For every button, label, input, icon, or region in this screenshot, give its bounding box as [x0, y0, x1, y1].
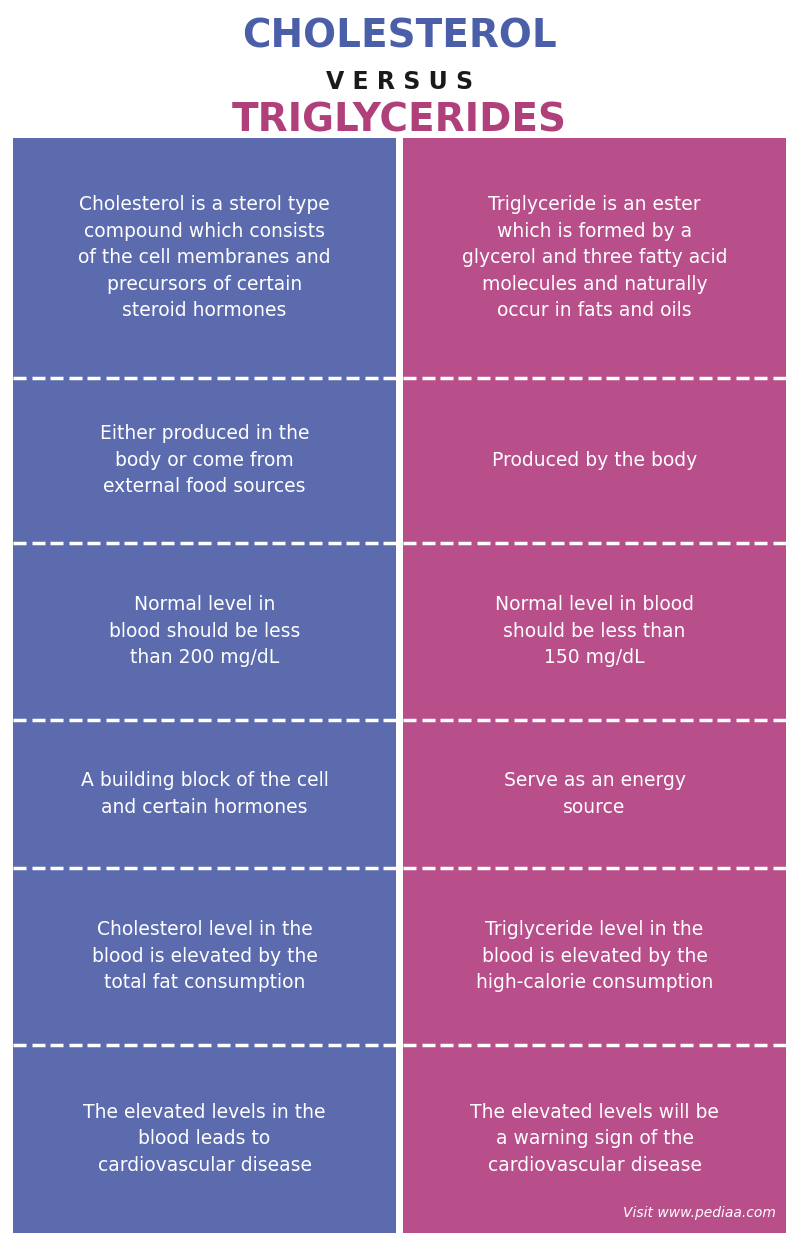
Bar — [403, 138, 786, 377]
Text: The elevated levels will be
a warning sign of the
cardiovascular disease: The elevated levels will be a warning si… — [470, 1102, 719, 1175]
Bar — [13, 138, 396, 377]
Text: Cholesterol is a sterol type
compound which consists
of the cell membranes and
p: Cholesterol is a sterol type compound wh… — [78, 195, 331, 321]
Bar — [403, 1044, 786, 1233]
Text: Triglyceride is an ester
which is formed by a
glycerol and three fatty acid
mole: Triglyceride is an ester which is formed… — [462, 195, 727, 321]
Text: Normal level in
blood should be less
than 200 mg/dL: Normal level in blood should be less tha… — [109, 596, 300, 667]
Bar — [403, 543, 786, 720]
Bar — [403, 377, 786, 543]
Text: Triglyceride level in the
blood is elevated by the
high-calorie consumption: Triglyceride level in the blood is eleva… — [476, 920, 714, 993]
Text: Normal level in blood
should be less than
150 mg/dL: Normal level in blood should be less tha… — [495, 596, 694, 667]
Bar — [13, 543, 396, 720]
Text: The elevated levels in the
blood leads to
cardiovascular disease: The elevated levels in the blood leads t… — [83, 1102, 326, 1175]
Text: Produced by the body: Produced by the body — [492, 451, 697, 470]
Bar — [13, 868, 396, 1044]
Text: Visit www.pediaa.com: Visit www.pediaa.com — [623, 1206, 776, 1219]
Text: V E R S U S: V E R S U S — [326, 70, 473, 94]
Bar — [403, 868, 786, 1044]
Text: Cholesterol level in the
blood is elevated by the
total fat consumption: Cholesterol level in the blood is elevat… — [92, 920, 317, 993]
Text: CHOLESTEROL: CHOLESTEROL — [242, 18, 557, 55]
Text: A building block of the cell
and certain hormones: A building block of the cell and certain… — [81, 771, 328, 816]
Bar — [13, 720, 396, 868]
Text: TRIGLYCERIDES: TRIGLYCERIDES — [232, 102, 567, 141]
Text: Either produced in the
body or come from
external food sources: Either produced in the body or come from… — [100, 424, 309, 496]
Text: Serve as an energy
source: Serve as an energy source — [503, 771, 686, 816]
Bar — [13, 1044, 396, 1233]
Bar — [403, 720, 786, 868]
Bar — [13, 377, 396, 543]
